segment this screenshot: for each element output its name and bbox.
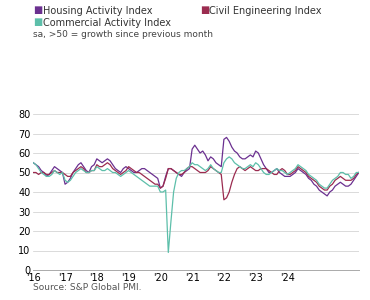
Text: ■: ■ bbox=[33, 17, 43, 28]
Text: ■: ■ bbox=[200, 5, 209, 16]
Text: Commercial Activity Index: Commercial Activity Index bbox=[43, 17, 171, 28]
Text: Civil Engineering Index: Civil Engineering Index bbox=[209, 5, 322, 16]
Text: Source: S&P Global PMI.: Source: S&P Global PMI. bbox=[33, 284, 142, 292]
Text: sa, >50 = growth since previous month: sa, >50 = growth since previous month bbox=[33, 30, 213, 39]
Text: ■: ■ bbox=[33, 5, 43, 16]
Text: Housing Activity Index: Housing Activity Index bbox=[43, 5, 152, 16]
